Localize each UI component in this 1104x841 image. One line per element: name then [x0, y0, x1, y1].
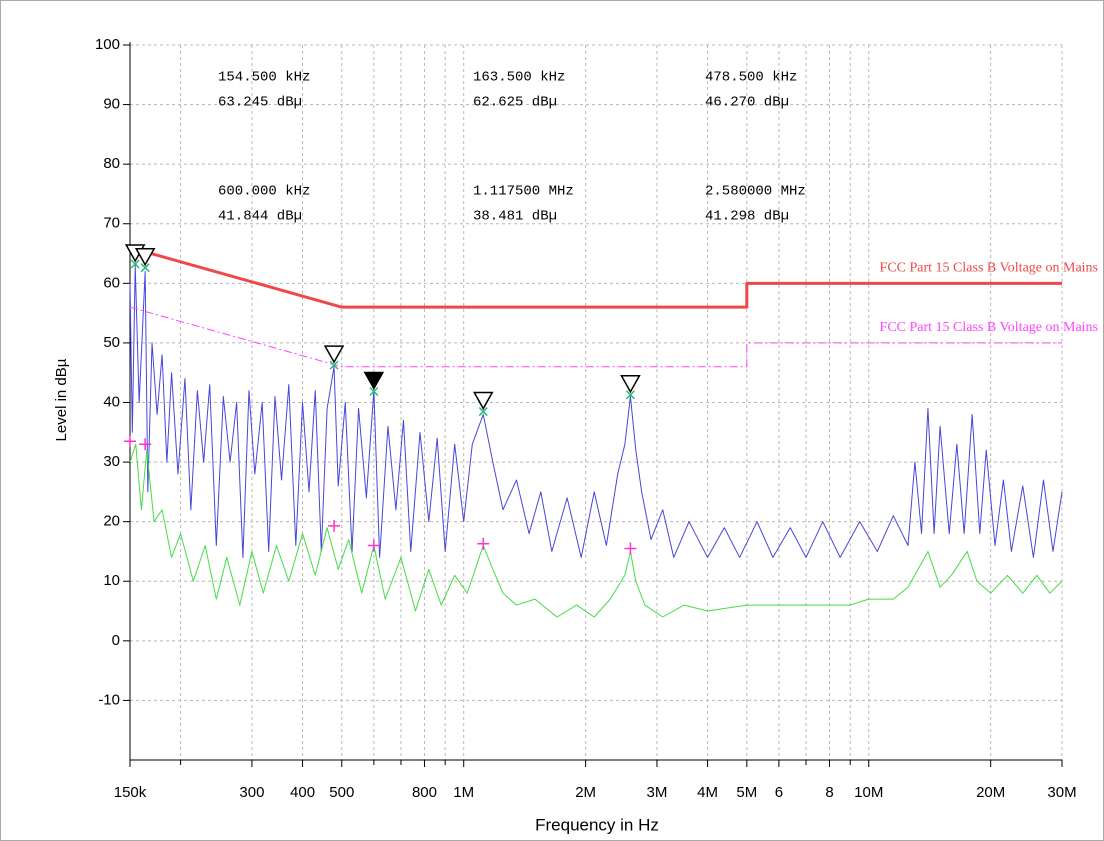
average-marker [477, 537, 490, 550]
x-tick-label: 2M [575, 784, 596, 801]
trace [129, 264, 1063, 558]
marker-cross [478, 407, 488, 417]
marker-level: 63.245 dBµ [218, 95, 302, 111]
limit-label: FCC Part 15 Class B Voltage on Mains [880, 320, 1098, 335]
x-tick-label: 3M [647, 784, 668, 801]
marker-cross [329, 360, 339, 370]
markers: 154.500 kHz 63.245 dBµ 163.500 kHz 62.625 d… [124, 70, 806, 555]
y-tick-label: -10 [98, 691, 120, 708]
marker-frequency: 600.000 kHz [218, 184, 310, 200]
y-tick-label: 50 [103, 334, 120, 351]
y-tick-label: 0 [112, 632, 120, 649]
peak-marker [472, 391, 494, 411]
average-marker [367, 539, 380, 552]
y-tick-label: 10 [103, 572, 120, 589]
x-tick-label: 300 [239, 784, 264, 801]
marker-cross [140, 263, 150, 273]
x-tick-label: 6 [775, 784, 783, 801]
peak-marker [363, 371, 385, 391]
x-tick-label: 1M [453, 784, 474, 801]
y-axis-label: Level in dBµ [53, 358, 70, 441]
marker-level: 46.270 dBµ [705, 95, 789, 111]
marker-frequency: 1.117500 MHz [473, 184, 574, 200]
peak-marker [323, 345, 345, 364]
y-tick-label: 30 [103, 453, 120, 470]
peak-marker [134, 247, 156, 267]
x-tick-label: 20M [976, 784, 1005, 801]
y-tick-label: 40 [103, 393, 120, 410]
x-tick-label: 800 [412, 784, 437, 801]
marker-frequency: 163.500 kHz [473, 70, 565, 86]
traces: FCC Part 15 Class B Voltage on Mains FCC … [129, 246, 1098, 618]
x-axis-label: Frequency in Hz [535, 815, 659, 834]
trace [129, 443, 1063, 618]
trace [129, 246, 1062, 309]
marker-level: 62.625 dBµ [473, 95, 557, 111]
marker-cross [625, 390, 635, 400]
y-tick-label: 70 [103, 215, 120, 232]
marker-level: 41.298 dBµ [705, 209, 789, 225]
y-tick-label: 90 [103, 96, 120, 113]
x-tick-label: 4M [697, 784, 718, 801]
marker-level: 38.481 dBµ [473, 209, 557, 225]
average-marker [328, 519, 341, 532]
marker-frequency: 2.580000 MHz [705, 184, 806, 200]
x-tick-label: 400 [290, 784, 315, 801]
x-tick-label: 5M [736, 784, 757, 801]
x-tick-label: 30M [1047, 784, 1076, 801]
marker-level: 41.844 dBµ [218, 209, 302, 225]
limit-label: FCC Part 15 Class B Voltage on Mains [880, 261, 1098, 276]
grid: -10 0 10 20 30 40 50 60 70 80 90 100 150k 300 400 500 80… [95, 36, 1077, 801]
average-marker [139, 438, 152, 451]
average-marker [124, 435, 136, 448]
y-tick-label: 80 [103, 155, 120, 172]
y-tick-label: 100 [95, 36, 120, 53]
x-tick-label: 10M [854, 784, 883, 801]
x-tick-label: 500 [329, 784, 354, 801]
marker-cross [369, 386, 379, 397]
marker-frequency: 478.500 kHz [705, 70, 797, 86]
average-marker [624, 542, 637, 555]
peak-marker [620, 375, 641, 394]
x-tick-label: 8 [825, 784, 833, 801]
marker-frequency: 154.500 kHz [218, 70, 310, 86]
x-tick-label: 150k [114, 784, 147, 801]
y-tick-label: 20 [103, 513, 120, 530]
y-tick-label: 60 [103, 274, 120, 291]
marker-cross [130, 259, 140, 269]
trace [129, 306, 1062, 368]
